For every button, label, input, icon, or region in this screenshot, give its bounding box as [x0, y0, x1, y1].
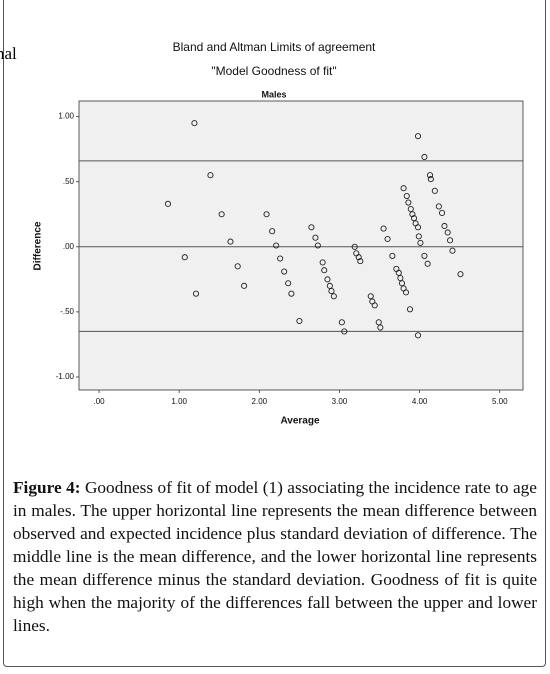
point [421, 153, 428, 161]
point [269, 228, 276, 235]
point [449, 247, 456, 254]
point [367, 293, 374, 300]
caption-text: Goodness of fit of model (1) associating… [13, 478, 537, 635]
point [341, 328, 348, 335]
point [357, 258, 364, 265]
point [427, 176, 434, 183]
point [192, 290, 200, 297]
point [405, 199, 412, 206]
point [380, 225, 387, 232]
point [457, 271, 464, 278]
y-tick-label: -1.00 [56, 372, 75, 381]
point [424, 260, 431, 267]
panel-title: Males [261, 89, 286, 99]
x-tick-label: 4.00 [412, 397, 428, 406]
point [328, 288, 335, 295]
point [281, 268, 288, 275]
point [330, 293, 337, 300]
y-tick-label: .50 [63, 177, 75, 186]
point [439, 209, 446, 217]
y-tick-label: -.50 [60, 307, 74, 316]
y-axis-label: Difference [33, 221, 44, 270]
point [288, 290, 295, 297]
frame [3, 0, 546, 667]
y-tick-label: 1.00 [58, 112, 74, 121]
caption: Figure 4: Goodness of fit of model (1) a… [13, 476, 537, 637]
point [181, 254, 188, 261]
point [227, 238, 234, 245]
point [410, 215, 418, 222]
point [308, 224, 315, 231]
point [409, 211, 416, 218]
point [338, 319, 345, 326]
point [312, 234, 319, 241]
point [431, 187, 438, 194]
point [326, 282, 333, 289]
point [277, 255, 284, 262]
x-tick-label: 5.00 [492, 397, 508, 406]
x-tick-label: 1.00 [171, 397, 187, 406]
point [441, 222, 448, 230]
point [414, 224, 422, 231]
point [421, 252, 428, 259]
x-tick-label: 3.00 [332, 397, 348, 406]
point [319, 259, 326, 266]
point [415, 233, 422, 240]
point [241, 282, 248, 289]
point [403, 192, 410, 200]
point [191, 120, 198, 127]
point [321, 267, 328, 274]
chart-subtitle: "Model Goodness of fit" [211, 64, 336, 78]
point [377, 324, 384, 331]
point [414, 133, 422, 140]
point [402, 289, 410, 296]
point [375, 319, 382, 326]
point [447, 237, 454, 244]
point [414, 332, 422, 339]
point [395, 269, 402, 276]
point [444, 229, 451, 236]
point [435, 203, 442, 210]
point [296, 317, 303, 325]
point [351, 243, 358, 250]
side-text: nal [0, 44, 17, 63]
point [218, 211, 225, 218]
point [407, 205, 414, 213]
x-tick-label: .00 [93, 397, 105, 406]
point [384, 235, 391, 243]
x-tick-label: 2.00 [252, 397, 268, 406]
point [417, 239, 424, 246]
point [324, 276, 331, 283]
point [426, 172, 434, 179]
x-axis-label: Average [280, 416, 320, 427]
chart-title: Bland and Altman Limits of agreement [173, 40, 376, 54]
point [263, 211, 270, 218]
chart: Bland and Altman Limits of agreement "Mo… [33, 40, 524, 427]
point [371, 302, 378, 309]
point [400, 185, 407, 192]
point [164, 200, 172, 207]
point [406, 306, 414, 313]
point [207, 172, 214, 179]
point [234, 263, 241, 270]
point [273, 242, 280, 249]
plot-area [78, 100, 524, 391]
point [398, 280, 406, 287]
point [397, 274, 404, 282]
y-tick-label: .00 [63, 242, 75, 251]
point [285, 280, 292, 287]
point [389, 252, 396, 259]
point [314, 242, 321, 249]
point [355, 254, 362, 261]
caption-label: Figure 4: [13, 478, 81, 497]
